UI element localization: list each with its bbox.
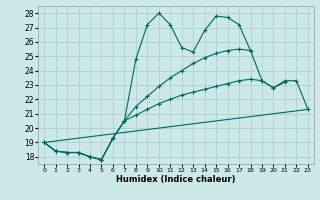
X-axis label: Humidex (Indice chaleur): Humidex (Indice chaleur) [116,175,236,184]
